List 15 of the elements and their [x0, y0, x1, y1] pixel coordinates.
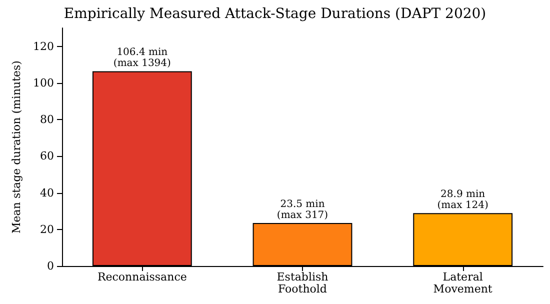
- y-tick-label: 60: [40, 150, 54, 163]
- y-tick-label: 100: [33, 76, 54, 90]
- x-tick-label: Lateral Movement: [433, 270, 493, 296]
- data-label: 23.5 min (max 317): [276, 198, 328, 221]
- y-tick-label: 0: [47, 260, 54, 272]
- x-tick-label: Reconnaissance: [97, 270, 187, 284]
- data-label: 106.4 min (max 1394): [113, 47, 172, 70]
- x-tick-label: Establish Foothold: [276, 270, 328, 296]
- data-label: 28.9 min (max 124): [437, 189, 489, 212]
- y-tick-label: 80: [40, 113, 54, 126]
- y-tick-label: 20: [40, 222, 54, 236]
- y-tick-label: 40: [40, 186, 54, 200]
- y-axis-title: Mean stage duration (minutes): [10, 60, 24, 234]
- y-tick-label: 120: [33, 40, 54, 53]
- chart-title: Empirically Measured Attack-Stage Durations (DAPT 2020): [64, 6, 486, 22]
